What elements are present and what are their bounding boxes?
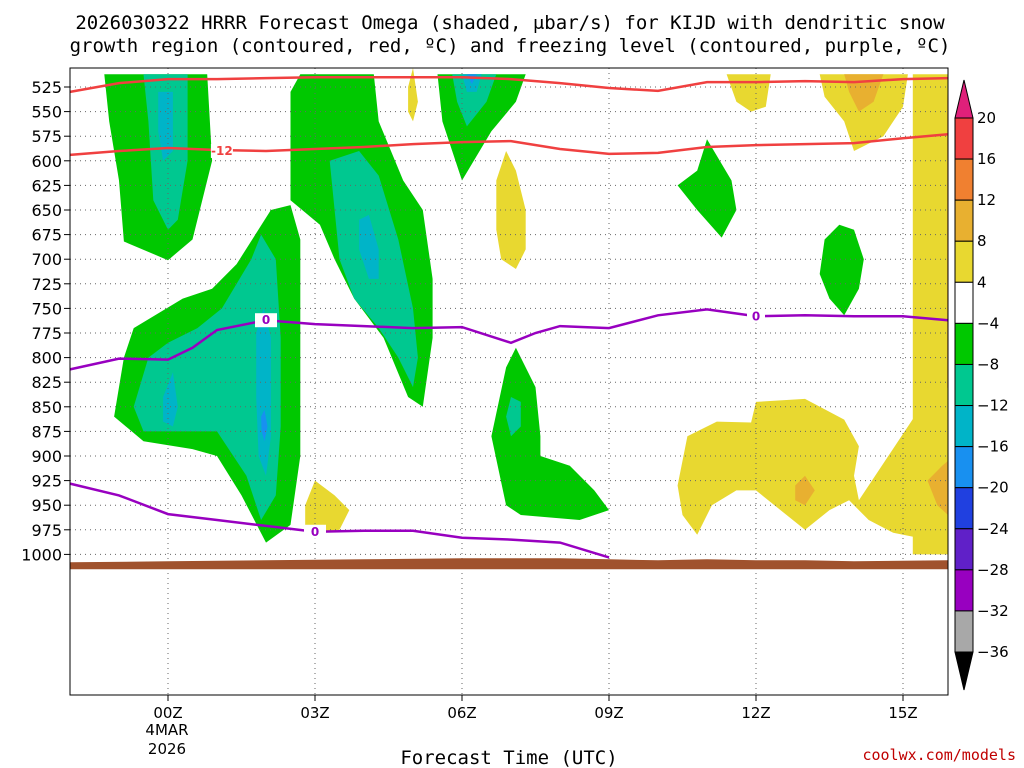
colorbar-label-7: −12 [977,397,1009,415]
purple-contour-line-0 [69,308,949,371]
colorbar-top-arrow [954,79,974,119]
purple-contour-line-1 [69,482,610,559]
y-tick-label-900: 900 [31,447,62,466]
colorbar-label-13: −36 [977,643,1009,661]
colorbar-band-3 [954,240,974,283]
colorbar-label-8: −16 [977,438,1009,456]
colorbar-label-2: 12 [977,191,996,209]
colorbar-label-10: −24 [977,520,1009,538]
colorbar-label-3: 8 [977,232,987,250]
y-tick-label-525: 525 [31,78,62,97]
x-tick-label-15Z: 15Z [888,704,917,722]
x-tick-label-06Z: 06Z [447,704,476,722]
purple-contour-label-bg-1 [304,524,326,539]
y-axis: 525 550 575 600 625 650 675 700 725 750 775 800 825 8… [21,78,70,564]
red-contour-label-bg-0 [210,143,233,158]
y-tick-label-650: 650 [31,201,62,220]
contour-layer: -12 0 0 0 [69,75,949,559]
x-axis: 4MAR 2026 00Z 03Z 06Z 09Z 12Z 15Z [145,695,918,758]
omega-region-minus8-16 [506,397,521,437]
omega-region-plus8-24 [844,74,884,112]
omega-region-minus12-6 [256,308,271,476]
colorbar-band-9 [954,487,974,530]
colorbar-bottom-arrow [954,651,974,691]
omega-region-minus12-10 [359,214,379,279]
chart-title-line2: growth region (contoured, red, ºC) and f… [70,35,951,57]
red-contour-label-0: -12 [211,144,233,158]
y-tick-label-700: 700 [31,250,62,269]
colorbar-label-11: −28 [977,561,1009,579]
colorbar-label-1: 16 [977,150,996,168]
colorbar-band-1 [954,158,974,201]
y-tick-label-625: 625 [31,176,62,195]
omega-region-plus8-29 [927,460,948,515]
colorbar-label-5: −4 [977,314,999,332]
chart-title-line1: 2026030322 HRRR Forecast Omega (shaded, … [75,12,945,34]
credit-text: coolwx.com/models [862,746,1016,764]
y-tick-label-875: 875 [31,422,62,441]
omega-region-plus4-22 [726,74,771,112]
colorbar-band-7 [954,405,974,448]
x-date-label-year: 2026 [148,740,186,758]
plot-frame [69,67,949,696]
purple-contour-label-extra: 0 [752,309,760,323]
y-tick-label-675: 675 [31,226,62,245]
y-tick-label-750: 750 [31,299,62,318]
omega-region-minus4-18 [819,224,864,316]
colorbar: 20 16 12 8 4 −4 −8 −12 −16 −20 −24 −28 −32 −36 [954,79,1009,691]
y-tick-label-850: 850 [31,398,62,417]
x-tick-label-03Z: 03Z [300,704,329,722]
colorbar-band-11 [954,569,974,612]
red-contour-line-1 [69,75,949,94]
purple-contour-label-0: 0 [262,313,270,327]
purple-contour-label-bg-0 [255,313,277,328]
colorbar-band-4 [954,281,974,324]
x-tick-label-12Z: 12Z [741,704,770,722]
purple-contour-label-1: 0 [311,525,319,539]
x-axis-title: Forecast Time (UTC) [400,747,617,768]
omega-region-plus4-23 [819,74,908,151]
ground-layer [70,558,948,570]
y-tick-label-725: 725 [31,275,62,294]
y-tick-label-825: 825 [31,373,62,392]
colorbar-label-0: 20 [977,109,996,127]
omega-region-plus4-21 [305,480,350,535]
omega-region-minus12-2 [158,91,173,161]
colorbar-label-9: −20 [977,479,1009,497]
x-tick-label-00Z: 00Z [153,704,182,722]
colorbar-label-4: 4 [977,273,987,291]
x-tick-label-09Z: 09Z [594,704,623,722]
y-tick-label-550: 550 [31,103,62,122]
y-tick-label-575: 575 [31,127,62,146]
ground-surface [70,558,948,570]
colorbar-band-0 [954,117,974,160]
x-date-label-day: 4MAR [145,721,188,739]
y-tick-label-950: 950 [31,496,62,515]
omega-region-minus4-15 [491,347,609,520]
purple-contour-label-bg-extra [747,309,765,324]
omega-region-plus8-28 [795,475,815,506]
omega-region-plus4-20 [408,68,418,122]
omega-region-minus16-7 [261,409,268,442]
colorbar-band-12 [954,610,974,653]
colorbar-band-8 [954,446,974,489]
y-tick-label-775: 775 [31,324,62,343]
colorbar-band-6 [954,363,974,407]
y-tick-label-600: 600 [31,152,62,171]
y-tick-label-800: 800 [31,349,62,368]
y-tick-label-1000: 1000 [21,545,62,564]
colorbar-band-5 [954,322,974,365]
omega-region-minus4-17 [677,139,737,238]
plot-area: -12 0 0 0 [69,67,949,696]
colorbar-band-2 [954,199,974,242]
omega-region-plus4-27 [677,387,948,540]
omega-region-minus8-4 [133,234,281,520]
colorbar-band-10 [954,528,974,571]
colorbar-label-6: −8 [977,355,999,373]
colorbar-label-12: −32 [977,602,1009,620]
y-tick-label-975: 975 [31,521,62,540]
omega-region-minus12-5 [163,372,178,427]
y-tick-label-925: 925 [31,472,62,491]
